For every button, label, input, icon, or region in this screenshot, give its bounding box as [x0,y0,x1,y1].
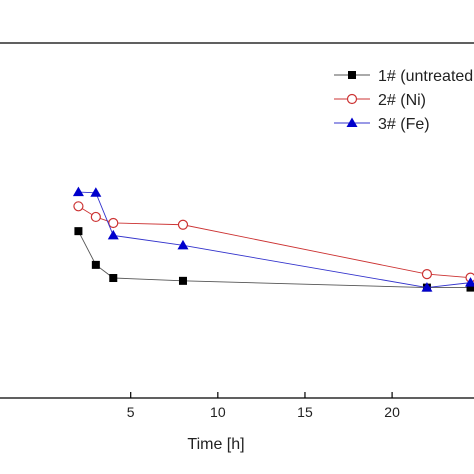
data-point-circle [421,269,433,280]
series-line [78,191,471,289]
x-tick-label: 10 [210,404,226,420]
x-axis-title: Time [h] [187,436,244,453]
data-point-circle [90,211,101,223]
x-tick-label: 5 [127,404,135,420]
data-point-triangle [421,282,433,292]
data-point-circle [108,217,119,229]
series-line [78,230,471,289]
data-point-square [178,276,187,285]
legend-item: 2# (Ni) [334,92,426,109]
x-tick-label: 20 [384,404,400,420]
x-tick-label: 15 [297,404,313,420]
data-point-triangle [346,117,358,127]
legend-item: 3# (Fe) [334,116,430,133]
data-point-square [348,71,356,79]
series-line [78,205,471,279]
x-axis-ticks: 5 10 15 20 [127,392,400,420]
data-point-triangle [177,239,189,250]
data-point-square [74,227,83,236]
legend-label: 2# (Ni) [378,92,426,109]
legend-label: 1# (untreated [378,68,473,85]
legend-item: 1# (untreated [334,68,473,85]
data-point-triangle [72,186,84,197]
data-point-square [91,260,100,269]
data-point-circle [346,93,358,105]
data-point-square [109,274,118,283]
data-point-square [466,283,474,292]
data-point-triangle [107,229,119,240]
data-point-circle [177,219,189,230]
data-point-triangle [90,187,102,197]
plot-frame [0,42,474,399]
legend: 1# (untreated 2# (Ni) 3# (Fe) [334,68,473,133]
series-3 [72,186,474,292]
data-point-circle [73,201,84,212]
series-1 [74,227,474,292]
series-layer [72,186,474,292]
series-2 [73,201,474,283]
legend-label: 3# (Fe) [378,116,430,133]
data-point-triangle [465,277,474,287]
